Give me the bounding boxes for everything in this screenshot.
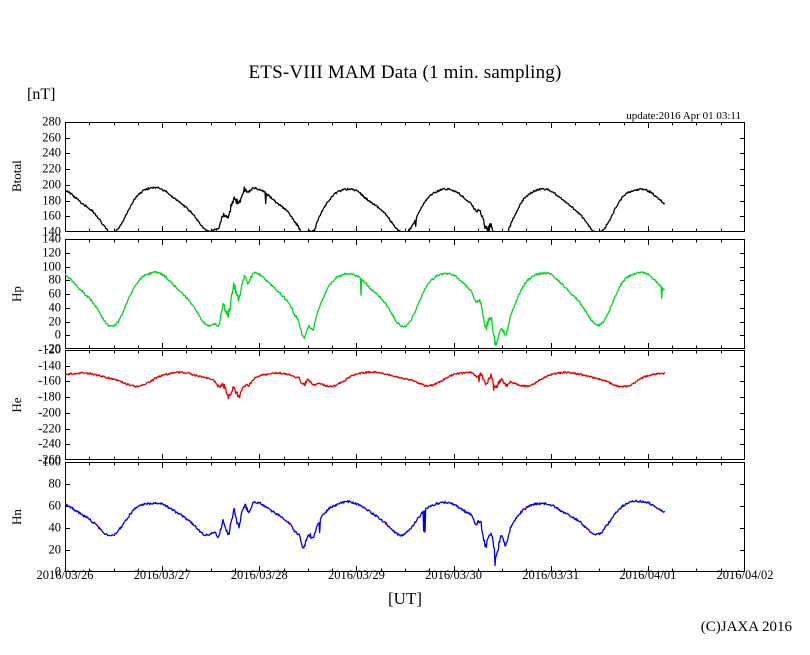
y-tick-label: 160 xyxy=(42,208,61,223)
y-tick-label: 260 xyxy=(42,130,61,145)
y-tick-label: 140 xyxy=(42,231,61,246)
panel-frame-btotal xyxy=(65,122,745,232)
panel-btotal xyxy=(65,122,745,232)
panel-canvas-he xyxy=(65,350,745,460)
y-axis-name-hn: Hn xyxy=(9,509,24,525)
y-tick-label: 120 xyxy=(42,245,61,260)
y-tick-label: 220 xyxy=(42,161,61,176)
panel-canvas-hp xyxy=(65,239,745,349)
x-tick-label: 2016/03/31 xyxy=(522,568,580,582)
series-btotal xyxy=(65,186,666,232)
y-tick-label: 140 xyxy=(42,224,61,239)
series-he xyxy=(65,370,666,400)
y-tick-label: -20 xyxy=(44,341,61,356)
y-tick-label: -240 xyxy=(38,436,61,451)
y-axis-tick-labels-btotal: 140 160 180 200 220 240 260 280 xyxy=(19,115,61,239)
y-tick-label: 240 xyxy=(42,145,61,160)
y-axis-name-he: He xyxy=(9,397,24,413)
panel-canvas-btotal xyxy=(65,122,745,232)
y-axis-name-btotal: Btotal xyxy=(9,160,24,192)
y-axis-name-hp: Hp xyxy=(9,286,24,302)
panel-hp xyxy=(65,239,745,349)
y-tick-label: 180 xyxy=(42,193,61,208)
y-tick-label: -200 xyxy=(38,405,61,420)
y-tick-label: 0 xyxy=(54,327,61,342)
panel-frame-hp xyxy=(65,239,745,349)
x-tick-label: 2016/03/30 xyxy=(425,568,483,582)
y-tick-label: 40 xyxy=(48,300,62,315)
y-axis-tick-labels-hp: -20 0 20 40 60 80 100 120 140 xyxy=(19,232,62,356)
y-tick-label: 200 xyxy=(42,177,61,192)
y-tick-label: 20 xyxy=(48,314,62,328)
y-tick-label: 280 xyxy=(42,114,61,129)
panel-canvas-hn xyxy=(65,462,745,572)
x-axis-tick-labels: 2016/03/26 2016/03/27 2016/03/28 2016/03/29… xyxy=(0,568,810,588)
y-tick-label: -180 xyxy=(38,389,61,404)
x-tick-marks xyxy=(65,122,745,232)
x-tick-marks xyxy=(65,350,745,460)
x-tick-marks xyxy=(65,239,745,349)
y-tick-label: 0 xyxy=(54,564,61,579)
update-timestamp: update:2016 Apr 01 03:11 xyxy=(626,110,741,122)
y-tick-label: -260 xyxy=(38,452,61,467)
x-tick-label: 2016/04/02 xyxy=(716,568,774,582)
y-tick-label: -120 xyxy=(38,342,61,357)
x-tick-label: 2016/03/29 xyxy=(327,568,385,582)
y-tick-label: 60 xyxy=(48,498,62,513)
page-title: ETS-VIII MAM Data (1 min. sampling) xyxy=(248,62,562,83)
copyright-label: (C)JAXA 2016 xyxy=(700,619,792,635)
series-hp xyxy=(65,270,666,346)
y-tick-label: 60 xyxy=(48,286,62,301)
y-tick-label: 80 xyxy=(48,272,62,287)
x-tick-label: 2016/03/28 xyxy=(230,568,288,582)
x-tick-marks xyxy=(65,462,745,572)
panel-he xyxy=(65,350,745,460)
y-tick-label: 100 xyxy=(42,259,61,273)
x-tick-label: 2016/03/26 xyxy=(36,568,94,582)
y-tick-label: 40 xyxy=(48,520,62,535)
y-axis-tick-labels-he: -260 -240 -220 -200 -180 -160 -140 -120 xyxy=(19,343,61,467)
y-tick-label: -160 xyxy=(38,373,61,388)
y-tick-label: -140 xyxy=(38,358,61,373)
x-tick-label: 2016/03/27 xyxy=(133,568,191,582)
panel-hn xyxy=(65,462,745,572)
y-tick-label: 80 xyxy=(48,476,62,491)
y-tick-label: 100 xyxy=(42,454,61,469)
x-tick-label: 2016/04/01 xyxy=(619,568,677,582)
x-axis-label: [UT] xyxy=(388,589,422,608)
y-tick-label: -220 xyxy=(38,421,61,436)
y-axis-tick-labels-hn: 0 20 40 60 80 100 xyxy=(19,455,62,579)
series-hn xyxy=(65,499,666,567)
y-tick-label: 20 xyxy=(48,542,62,557)
y-unit-label: [nT] xyxy=(27,86,56,103)
